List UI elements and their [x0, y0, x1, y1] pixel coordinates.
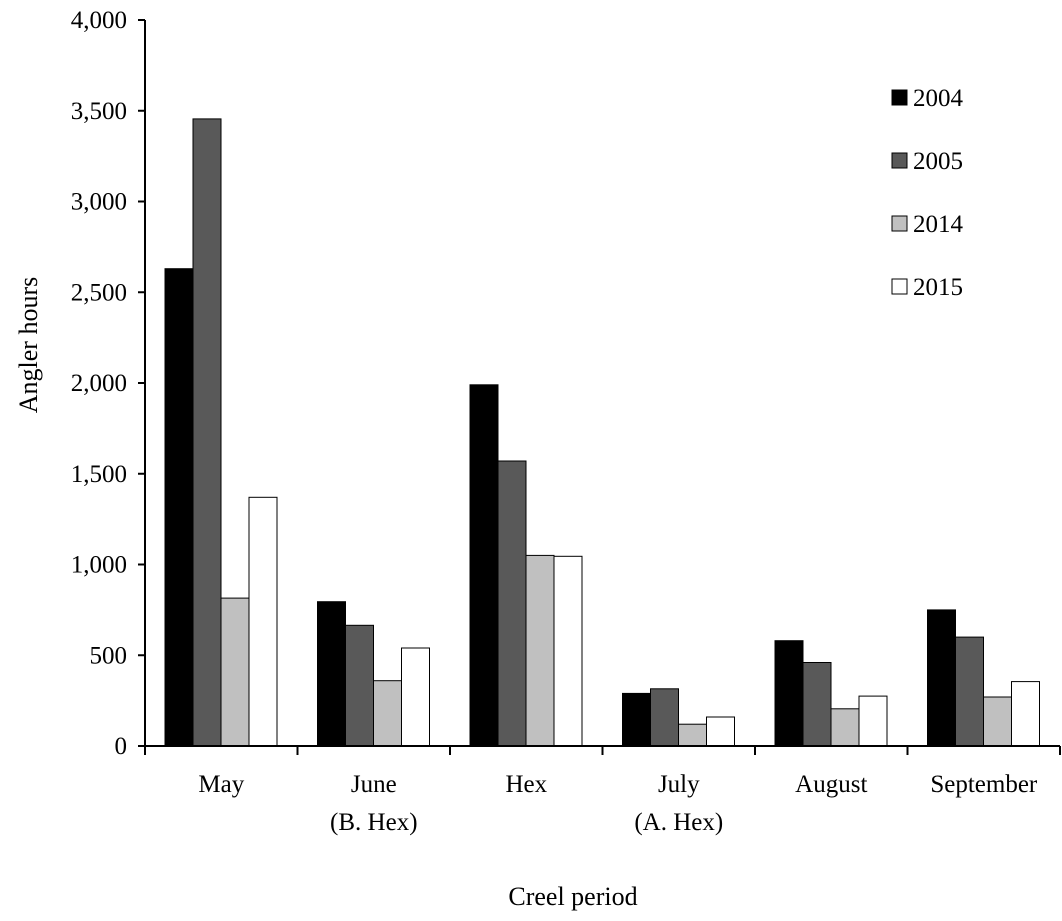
- bar-2014-4: [830, 708, 860, 747]
- bar-2005-5: [955, 636, 984, 747]
- y-ticks: 0 500 1,000 1,500 2,000 2,500 3,000 3,500 4,000: [71, 7, 145, 760]
- legend-swatch-2015: [891, 278, 908, 295]
- x-tick-label: May: [198, 771, 244, 798]
- bar-2004-1: [317, 601, 346, 747]
- x-tick-label: August: [795, 771, 867, 798]
- bar-2004-2: [469, 384, 499, 747]
- y-tick-label: 2,500: [71, 279, 127, 306]
- bars-layer: [164, 118, 1040, 747]
- bar-2014-3: [678, 723, 707, 747]
- bar-2005-3: [650, 688, 679, 747]
- x-tick-label: (B. Hex): [330, 809, 417, 836]
- bar-2005-0: [192, 118, 222, 747]
- x-tick-label: Hex: [505, 771, 547, 798]
- y-tick-label: 4,000: [71, 7, 127, 34]
- x-axis-title: Creel period: [508, 882, 637, 911]
- legend-swatch-2014: [891, 215, 908, 232]
- legend-label-2004: 2004: [913, 85, 964, 112]
- bar-2014-5: [983, 696, 1012, 747]
- legend-label-2014: 2014: [913, 211, 964, 238]
- x-tick-label: June: [351, 771, 397, 798]
- legend-swatch-2004: [891, 89, 908, 106]
- bar-2004-0: [164, 268, 194, 747]
- axes-layer: [144, 20, 1060, 747]
- bar-2004-5: [927, 609, 956, 747]
- legend-label-2015: 2015: [913, 274, 963, 301]
- y-tick-label: 1,000: [71, 552, 127, 579]
- y-tick-label: 2,000: [71, 370, 127, 397]
- legend-swatch-2005: [891, 152, 908, 169]
- x-tick-label: (A. Hex): [634, 809, 723, 836]
- x-tick-label: July: [658, 771, 700, 798]
- y-tick-label: 3,000: [71, 189, 127, 216]
- bar-2005-4: [802, 662, 832, 747]
- legend: 2004 2005 2014 2015: [891, 85, 964, 301]
- y-tick-label: 1,500: [71, 461, 127, 488]
- bar-2015-4: [858, 695, 888, 747]
- y-axis-title: Angler hours: [14, 277, 43, 413]
- y-tick-label: 0: [115, 733, 128, 760]
- bar-2015-0: [248, 496, 278, 747]
- bar-2004-3: [622, 692, 651, 747]
- bar-2015-1: [401, 647, 430, 747]
- bar-2015-3: [706, 716, 735, 747]
- bar-2014-2: [525, 554, 555, 747]
- y-tick-label: 3,500: [71, 98, 127, 125]
- x-ticks: May June (B. Hex) Hex July (A. Hex) August Sept…: [144, 746, 1061, 836]
- bar-2014-0: [220, 597, 250, 747]
- x-tick-label: September: [930, 771, 1038, 798]
- bar-2005-1: [345, 624, 374, 747]
- bar-2015-2: [553, 555, 583, 747]
- bar-2005-2: [497, 460, 527, 747]
- bar-2015-5: [1011, 681, 1040, 747]
- bar-2004-4: [774, 640, 804, 747]
- bar-2014-1: [373, 680, 402, 747]
- y-tick-label: 500: [90, 642, 128, 669]
- legend-label-2005: 2005: [913, 148, 963, 175]
